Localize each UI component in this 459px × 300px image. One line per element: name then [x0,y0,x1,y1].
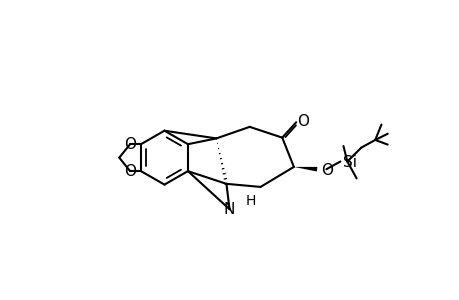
Text: Si: Si [342,155,356,170]
Text: O: O [297,114,308,129]
Text: O: O [320,163,332,178]
Polygon shape [293,167,317,172]
Text: O: O [124,137,136,152]
Text: H: H [246,194,256,208]
Text: O: O [124,164,136,178]
Text: N: N [224,202,235,217]
